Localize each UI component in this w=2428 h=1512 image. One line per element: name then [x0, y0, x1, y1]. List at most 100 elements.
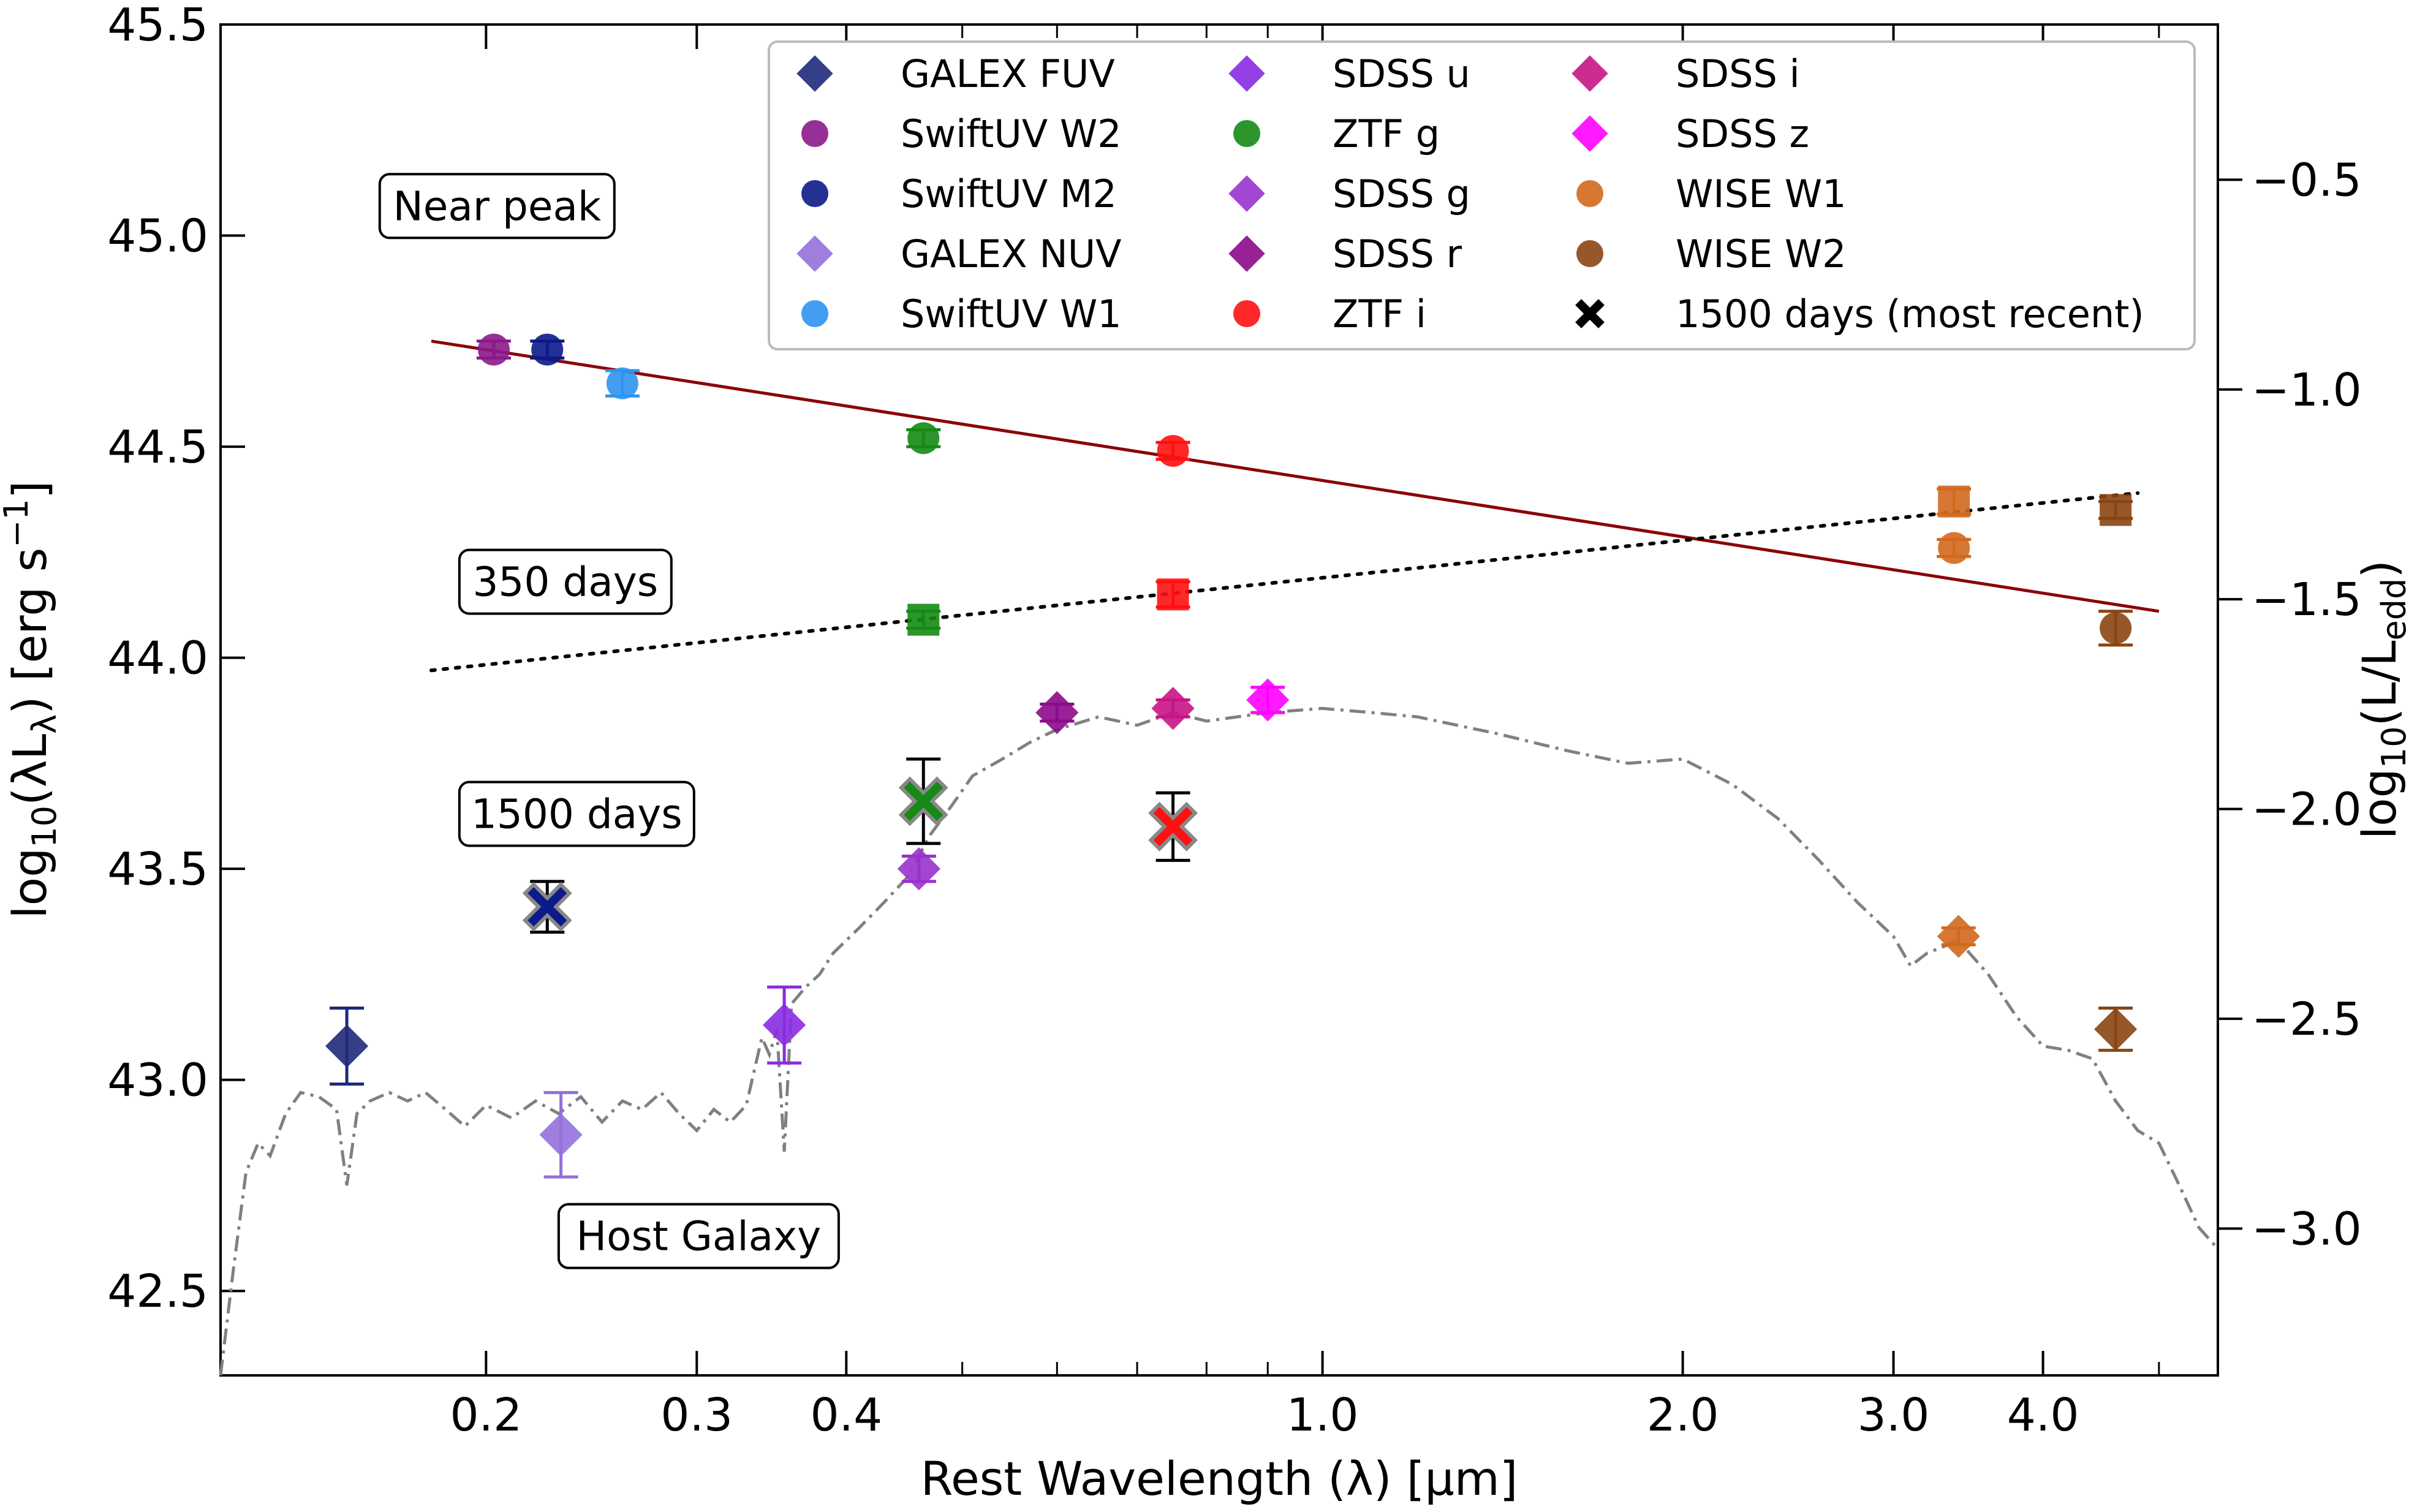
legend-item-swiftuv-m2: SwiftUV M2 — [801, 172, 1117, 216]
annotation-box-350-days — [458, 548, 673, 615]
point-350-days-ztf-i-marker — [1157, 578, 1189, 611]
y2-axis-label: log10(L/Ledd) — [2352, 560, 2413, 839]
legend-wise-w2-marker — [1576, 240, 1603, 267]
annotation-350-days: 350 days — [458, 548, 673, 615]
y-label-sup: −1 — [0, 499, 36, 548]
y2-tick-label-1-0: −1.0 — [2252, 364, 2362, 417]
y2-label-end: ) — [2352, 560, 2407, 578]
fit-lines-layer — [429, 339, 2160, 673]
x-tick-label-3-0: 3.0 — [1858, 1389, 1930, 1442]
x-tick-label-0-3: 0.3 — [660, 1389, 733, 1442]
legend-item-ztf-g: ZTF g — [1233, 112, 1440, 156]
legend-galex-nuv-marker — [796, 235, 833, 272]
fit-line-350-days — [429, 491, 2140, 673]
point-host-galaxy-sdss-z-marker — [1246, 678, 1290, 722]
legend-item-sdss-r: SDSS r — [1228, 232, 1462, 276]
x-tick-label-2-0: 2.0 — [1647, 1389, 1719, 1442]
y-label-sub: 10 — [25, 806, 64, 848]
y-tick-label-45-5: 45.5 — [107, 0, 208, 51]
point-host-galaxy-sdss-u-marker — [762, 1003, 806, 1047]
x-tick-label-0-2: 0.2 — [450, 1389, 522, 1442]
point-350-days-wise-w2-marker — [2100, 494, 2132, 526]
point-near-peak-swiftuv-w2-marker — [477, 333, 510, 366]
legend-swiftuv-w2-marker — [801, 120, 828, 147]
series-host-galaxy — [325, 678, 2138, 1179]
legend-sdss-r-marker — [1228, 235, 1265, 272]
y-tick-label-43-5: 43.5 — [107, 843, 208, 896]
legend-ztf-i-marker — [1233, 300, 1260, 327]
legend-sdss-g-marker — [1228, 175, 1265, 212]
legend-item-ztf-i: ZTF i — [1233, 292, 1426, 336]
y2-label-pre: log — [2352, 768, 2407, 839]
legend-wise-w1-marker — [1576, 180, 1603, 207]
annotations-layer: Near peak 350 days 1500 days Host Galaxy — [378, 173, 840, 1269]
data-points-layer — [325, 333, 2138, 1179]
annotation-box-host-galaxy — [557, 1203, 840, 1269]
legend-sdss-i-marker — [1571, 55, 1608, 92]
point-host-galaxy-galex-fuv-marker — [325, 1024, 369, 1068]
y-label-end: ] — [2, 481, 57, 499]
y-label-pre: log — [2, 848, 57, 919]
point-1500-days-most-recent-swiftuv-m2-marker — [528, 887, 567, 927]
annotation-label-host-galaxy: Host Galaxy — [577, 1213, 822, 1260]
ticks-layer: 0.2 0.3 0.4 1.0 2.0 3.0 4.0 42.5 43.0 43.5 44.0 44.… — [107, 0, 2361, 1442]
point-1500-days-most-recent-ztf-g-marker — [904, 781, 944, 821]
point-350-days-ztf-g-marker — [907, 603, 940, 636]
point-host-galaxy-wise-w2-marker — [2094, 1007, 2138, 1051]
host-template-layer — [219, 706, 2219, 1376]
legend-item-sdss-u: SDSS u — [1228, 51, 1470, 96]
x-axis-label: Rest Wavelength (λ) [μm] — [921, 1451, 1518, 1506]
y-tick-label-44-5: 44.5 — [107, 421, 208, 474]
legend-item-sdss-g: SDSS g — [1228, 172, 1470, 216]
legend-item-sdss-i: SDSS i — [1571, 51, 1800, 96]
y2-tick-label-3-0: −3.0 — [2252, 1203, 2362, 1255]
x-tick-label-0-4: 0.4 — [810, 1389, 882, 1442]
annotation-1500-days: 1500 days — [458, 781, 695, 847]
legend-sdss-z-marker — [1571, 115, 1608, 152]
annotation-box-1500-days — [458, 781, 695, 847]
y-tick-label-42-5: 42.5 — [107, 1265, 208, 1318]
legend-label-swiftuv-w2: SwiftUV W2 — [901, 112, 1122, 156]
point-host-galaxy-sdss-i-marker — [1151, 687, 1195, 730]
legend-label-sdss-z: SDSS z — [1676, 112, 1809, 156]
legend-swiftuv-m2-marker — [801, 180, 828, 207]
y-tick-label-44-0: 44.0 — [107, 632, 208, 685]
point-near-peak-wise-w1-marker — [1938, 532, 1970, 564]
point-near-peak-wise-w2-marker — [2100, 612, 2132, 644]
legend-item-1500-days-most-recent: 1500 days (most recent) — [1575, 292, 2144, 336]
point-near-peak-ztf-g-marker — [907, 422, 940, 455]
y2-label-sub2: edd — [2375, 578, 2413, 641]
legend-item-wise-w1: WISE W1 — [1576, 172, 1847, 216]
y-label-sub2: λ — [25, 714, 64, 734]
legend-swiftuv-w1-marker — [801, 300, 828, 327]
host-galaxy-template-line — [219, 706, 2219, 1376]
y-tick-label-43-0: 43.0 — [107, 1054, 208, 1107]
point-host-galaxy-galex-nuv-marker — [539, 1113, 583, 1157]
point-1500-days-most-recent-ztf-i-marker — [1153, 807, 1193, 847]
point-near-peak-ztf-i-marker — [1157, 434, 1189, 467]
legend-label-sdss-u: SDSS u — [1333, 51, 1470, 96]
annotation-host-galaxy: Host Galaxy — [557, 1203, 840, 1269]
legend-frame — [768, 40, 2196, 350]
legend-item-swiftuv-w1: SwiftUV W1 — [801, 292, 1122, 336]
legend-label-galex-nuv: GALEX NUV — [901, 232, 1122, 276]
point-near-peak-swiftuv-m2-marker — [531, 333, 564, 366]
y-label-post: ) [erg s — [2, 548, 57, 714]
legend-label-1500-days-most-recent: 1500 days (most recent) — [1676, 292, 2144, 336]
legend-label-sdss-i: SDSS i — [1676, 51, 1800, 96]
point-near-peak-swiftuv-w1-marker — [606, 367, 638, 399]
y-tick-label-45-0: 45.0 — [107, 210, 208, 263]
legend-item-swiftuv-w2: SwiftUV W2 — [801, 112, 1122, 156]
point-350-days-wise-w1-marker — [1938, 485, 1970, 518]
point-host-galaxy-sdss-r-marker — [1035, 691, 1079, 735]
legend-item-sdss-z: SDSS z — [1571, 112, 1809, 156]
x-tick-label-4-0: 4.0 — [2007, 1389, 2079, 1442]
legend-label-ztf-i: ZTF i — [1333, 292, 1426, 336]
plot-frame — [219, 23, 2219, 1377]
y2-tick-label-2-0: −2.0 — [2252, 784, 2362, 836]
legend-label-swiftuv-m2: SwiftUV M2 — [901, 172, 1117, 216]
point-host-galaxy-wise-w1-marker — [1937, 915, 1980, 958]
annotation-label-350-days: 350 days — [472, 559, 658, 606]
y2-tick-label-2-5: −2.5 — [2252, 993, 2362, 1046]
